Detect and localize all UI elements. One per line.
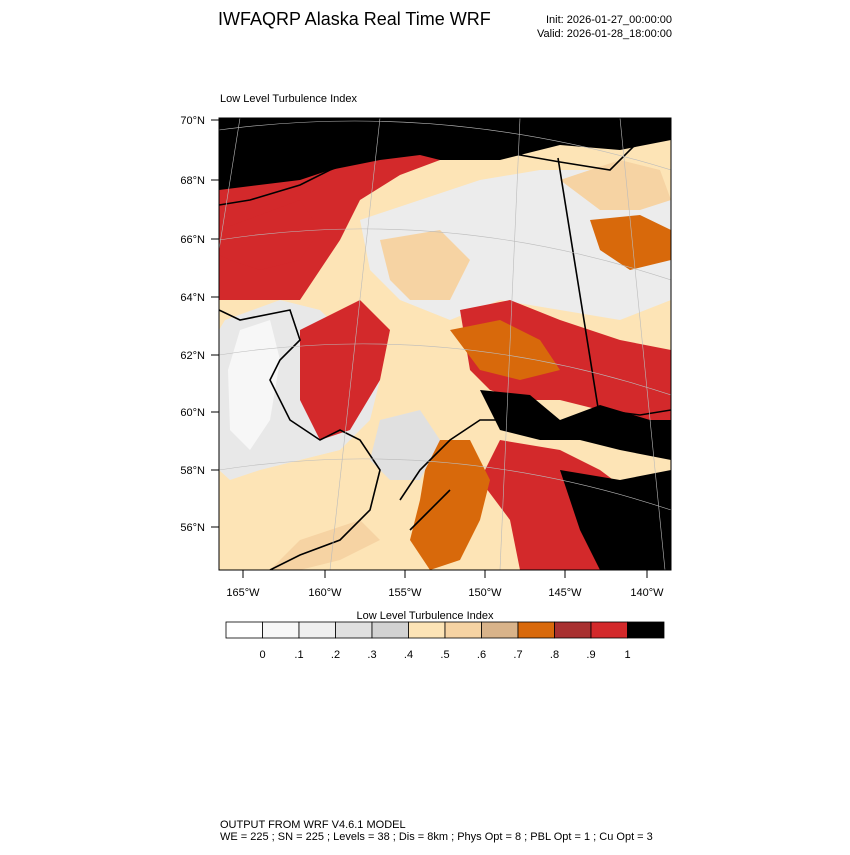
colorbar-tick-label: .4 bbox=[404, 649, 413, 661]
colorbar-box bbox=[481, 621, 519, 639]
lon-label: 155°W bbox=[388, 587, 422, 599]
lon-label: 160°W bbox=[308, 587, 342, 599]
graticule bbox=[219, 118, 671, 570]
colorbar-box bbox=[371, 621, 409, 639]
colorbar-box bbox=[225, 621, 263, 639]
colorbar-tick-label: .1 bbox=[294, 649, 303, 661]
lat-label: 62°N bbox=[180, 350, 205, 362]
colorbar-box bbox=[590, 621, 628, 639]
lat-label: 70°N bbox=[180, 115, 205, 127]
colorbar-box bbox=[298, 621, 336, 639]
map-title: Low Level Turbulence Index bbox=[220, 93, 357, 105]
colorbar-box bbox=[627, 621, 665, 639]
lat-label: 60°N bbox=[180, 407, 205, 419]
turbulence-field bbox=[219, 118, 671, 570]
colorbar-tick-label: .8 bbox=[550, 649, 559, 661]
colorbar-tick-label: .2 bbox=[331, 649, 340, 661]
coastlines bbox=[219, 124, 671, 570]
lon-label: 150°W bbox=[468, 587, 502, 599]
colorbar-box bbox=[554, 621, 592, 639]
colorbar-tick-label: .9 bbox=[586, 649, 595, 661]
colorbar-tick-label: 1 bbox=[624, 649, 630, 661]
colorbar-box bbox=[517, 621, 555, 639]
lat-label: 68°N bbox=[180, 175, 205, 187]
lat-label: 64°N bbox=[180, 292, 205, 304]
lat-label: 66°N bbox=[180, 234, 205, 246]
colorbar-box bbox=[408, 621, 446, 639]
map-frame bbox=[218, 117, 672, 571]
footer-line2: WE = 225 ; SN = 225 ; Levels = 38 ; Dis … bbox=[220, 831, 653, 843]
colorbar-tick-label: .5 bbox=[440, 649, 449, 661]
valid-time: Valid: 2026-01-28_18:00:00 bbox=[537, 28, 672, 40]
colorbar-tick-label: .3 bbox=[367, 649, 376, 661]
colorbar-box bbox=[335, 621, 373, 639]
colorbar-box bbox=[444, 621, 482, 639]
lat-label: 56°N bbox=[180, 522, 205, 534]
colorbar-box bbox=[262, 621, 300, 639]
colorbar-tick-label: .7 bbox=[513, 649, 522, 661]
lon-label: 140°W bbox=[630, 587, 664, 599]
colorbar-tick-label: .6 bbox=[477, 649, 486, 661]
footer-line1: OUTPUT FROM WRF V4.6.1 MODEL bbox=[220, 819, 406, 831]
lat-label: 58°N bbox=[180, 465, 205, 477]
colorbar-tick-label: 0 bbox=[259, 649, 265, 661]
init-time: Init: 2026-01-27_00:00:00 bbox=[546, 14, 672, 26]
lon-label: 165°W bbox=[226, 587, 260, 599]
lon-label: 145°W bbox=[548, 587, 582, 599]
colorbar-title: Low Level Turbulence Index bbox=[357, 610, 494, 622]
main-title: IWFAQRP Alaska Real Time WRF bbox=[218, 9, 491, 29]
